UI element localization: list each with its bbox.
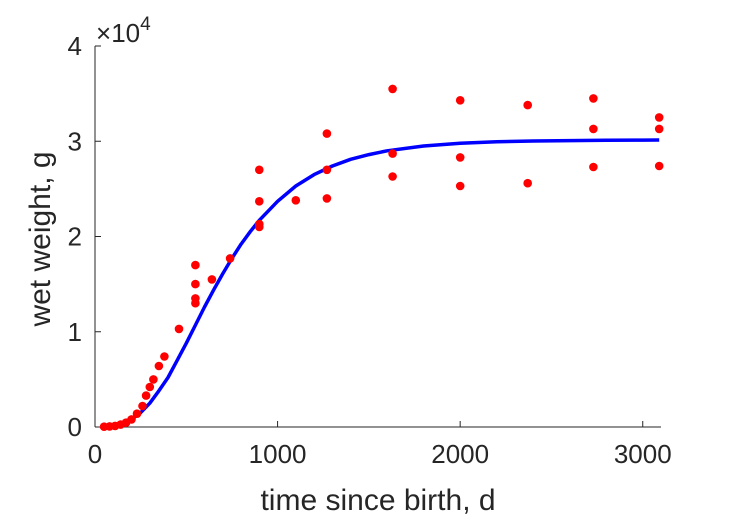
data-point-7 [138, 401, 147, 411]
data-point-6 [132, 409, 142, 419]
data-point-39 [654, 161, 664, 171]
data-point-29 [388, 149, 397, 158]
data-point-40 [654, 124, 664, 134]
data-point-15 [191, 294, 200, 303]
data-point-30 [388, 84, 397, 94]
data-point-27 [322, 129, 332, 138]
x-tick-label-0: 0 [88, 439, 102, 469]
y-tick-label-4: 4 [68, 31, 82, 61]
y-axis-multiplier-exponent: 4 [140, 14, 151, 35]
x-tick-label-1000: 1000 [249, 439, 307, 469]
data-point-12 [160, 352, 169, 361]
data-point-13 [174, 324, 184, 334]
data-point-24 [291, 196, 301, 205]
data-point-38 [589, 94, 598, 103]
y-tick-label-3: 3 [68, 126, 82, 156]
data-points-group [99, 84, 664, 432]
fitted-curve [103, 138, 660, 429]
data-point-21 [254, 219, 264, 229]
data-point-10 [149, 375, 158, 384]
data-point-8 [141, 391, 151, 400]
y-axis-multiplier-base: 10 [111, 18, 140, 48]
data-point-9 [145, 382, 155, 392]
tick-labels: 0 1000 2000 3000 0 1 2 3 4 [68, 31, 672, 469]
data-point-28 [388, 172, 397, 181]
data-point-16 [191, 279, 200, 289]
data-point-11 [154, 361, 164, 371]
x-axis-title: time since birth, d [260, 484, 495, 517]
y-tick-label-1: 1 [68, 317, 82, 347]
data-point-36 [589, 162, 598, 172]
data-point-33 [455, 96, 465, 105]
x-tick-label-2000: 2000 [431, 439, 489, 469]
y-axis-title: wet weight, g [24, 151, 57, 327]
fitted-curve-group [103, 138, 660, 429]
y-axis-multiplier-times: × [96, 18, 111, 48]
data-point-19 [225, 254, 235, 263]
data-point-26 [322, 165, 332, 175]
data-point-35 [523, 100, 532, 110]
data-point-31 [455, 181, 465, 191]
y-tick-label-0: 0 [68, 412, 82, 442]
data-point-5 [127, 415, 136, 424]
data-point-17 [191, 260, 200, 270]
data-point-18 [207, 275, 217, 284]
data-point-32 [455, 153, 465, 162]
y-tick-label-2: 2 [68, 222, 82, 252]
data-point-34 [523, 178, 532, 188]
data-point-37 [589, 124, 598, 134]
data-point-23 [254, 165, 264, 175]
data-point-22 [254, 197, 264, 206]
x-tick-label-3000: 3000 [614, 439, 672, 469]
data-point-41 [654, 113, 664, 122]
data-point-25 [322, 194, 332, 203]
y-axis-multiplier: ×104 [96, 14, 151, 48]
